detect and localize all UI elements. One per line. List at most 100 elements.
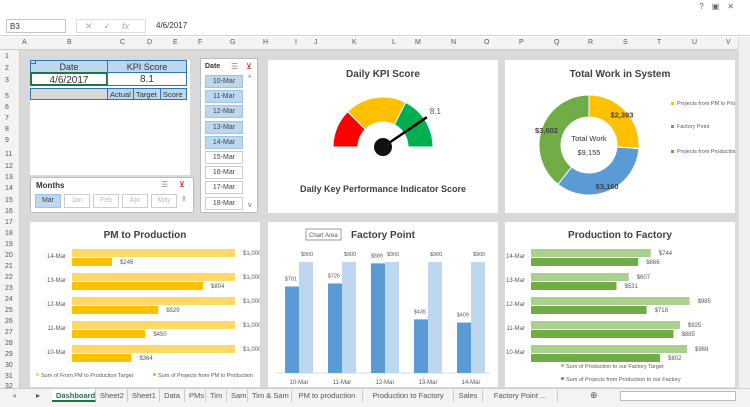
kpi-value-cell: 8.1	[107, 72, 187, 86]
row-header: 21	[5, 263, 13, 270]
fx-icon[interactable]: fx	[122, 21, 130, 31]
date-slicer-item[interactable]: 10-Mar	[205, 75, 243, 88]
legend-marker	[671, 125, 674, 128]
sheet-tab[interactable]: Tim & Sam	[248, 389, 292, 402]
month-slicer-item[interactable]: Jan	[64, 194, 90, 208]
date-slicer-item[interactable]: 13-Mar	[205, 120, 243, 134]
data-label: $900	[344, 252, 356, 258]
production-to-factory-panel[interactable]: Production to Factory 14-Mar $744 $666 13-Ma…	[505, 222, 735, 387]
data-label: $1,000	[243, 299, 260, 305]
total-work-panel[interactable]: Total Work in System $2,393 Projects from …	[505, 60, 750, 213]
category-label: 12-Mar	[47, 302, 66, 308]
bar	[428, 262, 442, 373]
sheet-tab[interactable]: Sales	[454, 389, 483, 402]
row-header: 22	[5, 274, 13, 281]
row-header: 23	[5, 285, 13, 292]
kpi-gauge-panel[interactable]: Daily KPI Score 8.1 Daily Key Performance …	[268, 60, 498, 213]
data-label: $246	[120, 260, 134, 266]
sheet-tab[interactable]: PM to production	[292, 389, 363, 402]
chart-title: Daily KPI Score	[346, 69, 420, 80]
date-slicer-item[interactable]: 11-Mar	[205, 90, 243, 104]
pm-to-production-panel[interactable]: PM to Production 14-Mar $1,000 $246 13-Mar $1…	[30, 222, 262, 387]
category-label: 14-Mar	[47, 254, 66, 260]
bar	[72, 345, 235, 353]
date-cell[interactable]: 4/6/2017	[30, 72, 108, 86]
column-header: F	[198, 39, 203, 46]
column-headers: A B C D E F G H I J K L M N O P Q R S T U V	[0, 37, 738, 50]
enter-icon[interactable]: ✓	[103, 21, 112, 31]
sheet-tab[interactable]: Sheet1	[128, 389, 160, 402]
row-header: 29	[5, 351, 13, 358]
date-slicer-item[interactable]: 18-Mar	[205, 196, 243, 210]
row-header: 25	[5, 307, 13, 314]
bar	[72, 321, 235, 329]
data-label: $900	[473, 252, 485, 258]
data-label: $900	[301, 252, 313, 258]
factory-point-panel[interactable]: Factory Point Chart Area 10-Mar $701 $900 11-…	[268, 222, 498, 387]
column-header: V	[726, 39, 731, 46]
sheet-tab[interactable]: PMs	[185, 389, 206, 402]
formula-input[interactable]: 4/6/2017	[156, 21, 188, 30]
slicer-scroll-icon[interactable]: ⇕	[181, 196, 187, 203]
date-slicer-item[interactable]: 14-Mar	[205, 135, 243, 149]
prev-sheet-icon[interactable]: ◂	[12, 391, 17, 400]
window-controls[interactable]: ?▣✕	[699, 2, 742, 11]
date-slicer-item[interactable]: 16-Mar	[205, 166, 243, 180]
date-slicer-item[interactable]: 17-Mar	[205, 181, 243, 195]
kpi-table: Date KPI Score 4/6/2017 8.1 Actual Targe…	[30, 60, 190, 175]
sheet-tab[interactable]: Sheet2	[96, 389, 128, 402]
multi-select-icon[interactable]: ☰	[231, 62, 239, 71]
month-slicer-item[interactable]: Apr	[122, 194, 148, 208]
bar	[72, 273, 235, 281]
bar	[72, 258, 113, 266]
month-slicer-item[interactable]: Mar	[35, 194, 61, 208]
scroll-down-icon[interactable]: v	[248, 202, 252, 209]
sheet-tab[interactable]: Tim	[206, 389, 227, 402]
scroll-up-icon[interactable]: ^	[248, 75, 252, 82]
bar	[531, 249, 651, 257]
category-label: 11-Mar	[506, 326, 525, 332]
data-label: $744	[659, 251, 673, 257]
row-header: 1	[5, 53, 9, 60]
sheet-tab[interactable]: Dashboard	[52, 389, 96, 402]
date-slicer-item[interactable]: 15-Mar	[205, 151, 243, 164]
month-slicer-item[interactable]: May	[151, 194, 177, 208]
row-header: 7	[5, 115, 9, 122]
month-slicer-item[interactable]: Feb	[93, 194, 119, 208]
next-sheet-icon[interactable]: ▸	[36, 391, 41, 400]
row-header: 11	[5, 151, 13, 158]
category-label: 13-Mar	[506, 278, 525, 284]
sheet-tab[interactable]: Sam	[227, 389, 248, 402]
category-label: 14-Mar	[506, 254, 525, 260]
cancel-icon[interactable]: ✕	[85, 21, 93, 31]
donut-slice	[557, 146, 640, 196]
name-box[interactable]: B3	[6, 19, 66, 33]
clear-filter-icon[interactable]: ⊻	[246, 62, 252, 71]
legend-label: Sum of From PM to Production Target	[41, 373, 134, 379]
chart-title: Total Work in System	[570, 69, 671, 80]
legend-label: Sum of Projects from Production to our F…	[566, 377, 681, 383]
category-label: 14-Mar	[461, 380, 480, 386]
data-label: $985	[698, 299, 712, 305]
vertical-scrollbar[interactable]	[738, 37, 750, 388]
multi-select-icon[interactable]: ☰	[161, 180, 169, 189]
clear-filter-icon[interactable]: ⊻	[179, 180, 185, 189]
column-header: K	[352, 39, 357, 46]
sheet-tab[interactable]: Production to Factory	[363, 389, 454, 402]
category-label: 10-Mar	[506, 350, 525, 356]
sheet-tab[interactable]: Factory Point ...	[483, 389, 558, 402]
date-slicer-item[interactable]: 12-Mar	[205, 105, 243, 119]
chart-title: Factory Point	[351, 230, 416, 241]
months-slicer-title: Months	[36, 181, 65, 190]
row-header: 5	[5, 93, 9, 100]
legend-marker	[561, 377, 564, 380]
column-header: I	[295, 39, 297, 46]
chart-subtitle: Daily Key Performance Indicator Score	[300, 184, 466, 194]
horizontal-scrollbar[interactable]	[620, 391, 736, 401]
data-label: $1,000	[243, 347, 260, 353]
formula-buttons: ✕ ✓ fx	[76, 19, 146, 33]
column-header: E	[173, 39, 178, 46]
sheet-tab[interactable]: Data	[160, 389, 185, 402]
add-sheet-icon[interactable]: ⊕	[590, 390, 598, 400]
column-header: Q	[554, 39, 560, 46]
